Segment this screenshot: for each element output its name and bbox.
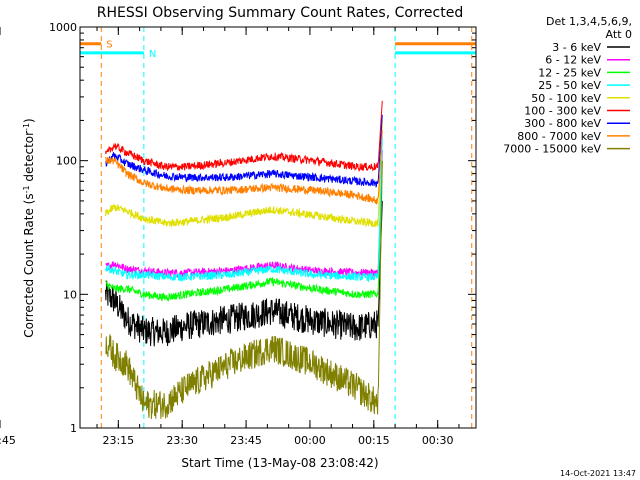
y-axis-label-sup2: -1 [22,123,31,131]
flag-label-s: S [106,40,112,51]
x-tick-label-3: 00:00 [294,434,326,447]
flag-label-n: N [149,49,156,60]
y-tick-label-2: 100 [56,155,77,168]
legend-title-line1: Det 1,3,4,5,6,9, [546,15,632,28]
x-tick-label-5: 00:30 [422,434,454,447]
legend-label-12-25-kev: 12 - 25 keV [538,66,601,79]
series-12-25-kev [105,160,383,302]
legend-label-3-6-kev: 3 - 6 keV [552,41,601,54]
x-tick-label-0: 23:15 [102,434,134,447]
x-axis-label: Start Time (13-May-08 23:08:42) [181,456,378,470]
axes: 1 10 100 1000 23:15 23:30 23:45 00:00 00:15 00:30… [0,21,477,447]
legend-label-7000-15000-kev: 7000 - 15000 keV [503,143,601,156]
legend-title-line2: Att 0 [606,28,632,41]
y-tick-label-1: 10 [63,288,77,301]
legend-label-800-7000-kev: 800 - 7000 keV [517,130,601,143]
y-tick-label-0: 1 [70,422,77,435]
footer-timestamp: 14-Oct-2021 13:47 [560,469,636,478]
legend-label-25-50-kev: 25 - 50 keV [538,79,601,92]
series-7000-15000-kev [105,160,383,420]
x-tick-label-6: 00:45 [0,434,16,447]
x-tick-label-2: 23:45 [230,434,262,447]
series-800-7000-kev [105,129,383,205]
legend-label-300-800-kev: 300 - 800 keV [524,117,601,130]
series-3-6-kev [105,200,383,347]
series-300-800-kev [105,114,383,188]
x-tick-label-1: 23:30 [166,434,198,447]
legend-label-50-100-kev: 50 - 100 keV [531,92,601,105]
legend-label-6-12-kev: 6 - 12 keV [545,54,601,67]
y-axis-label-part1: Corrected Count Rate (s [22,193,36,337]
series-50-100-kev [105,120,383,228]
chart-title: RHESSI Observing Summary Count Rates, Co… [97,5,463,21]
y-axis-label: Corrected Count Rate (s-1 detector-1) [22,118,37,337]
x-tick-label-4: 00:15 [358,434,390,447]
y-axis-label-part2: detector [22,131,36,186]
plot-frame [79,26,477,429]
plot-area: SN [80,27,476,428]
y-tick-label-3: 1000 [49,21,77,34]
y-axis-label-sup1: -1 [22,185,31,193]
legend-label-100-300-kev: 100 - 300 keV [524,105,601,118]
series-100-300-kev [105,100,383,173]
series-25-50-kev [105,137,383,283]
y-axis-label-part3: ) [22,118,36,123]
